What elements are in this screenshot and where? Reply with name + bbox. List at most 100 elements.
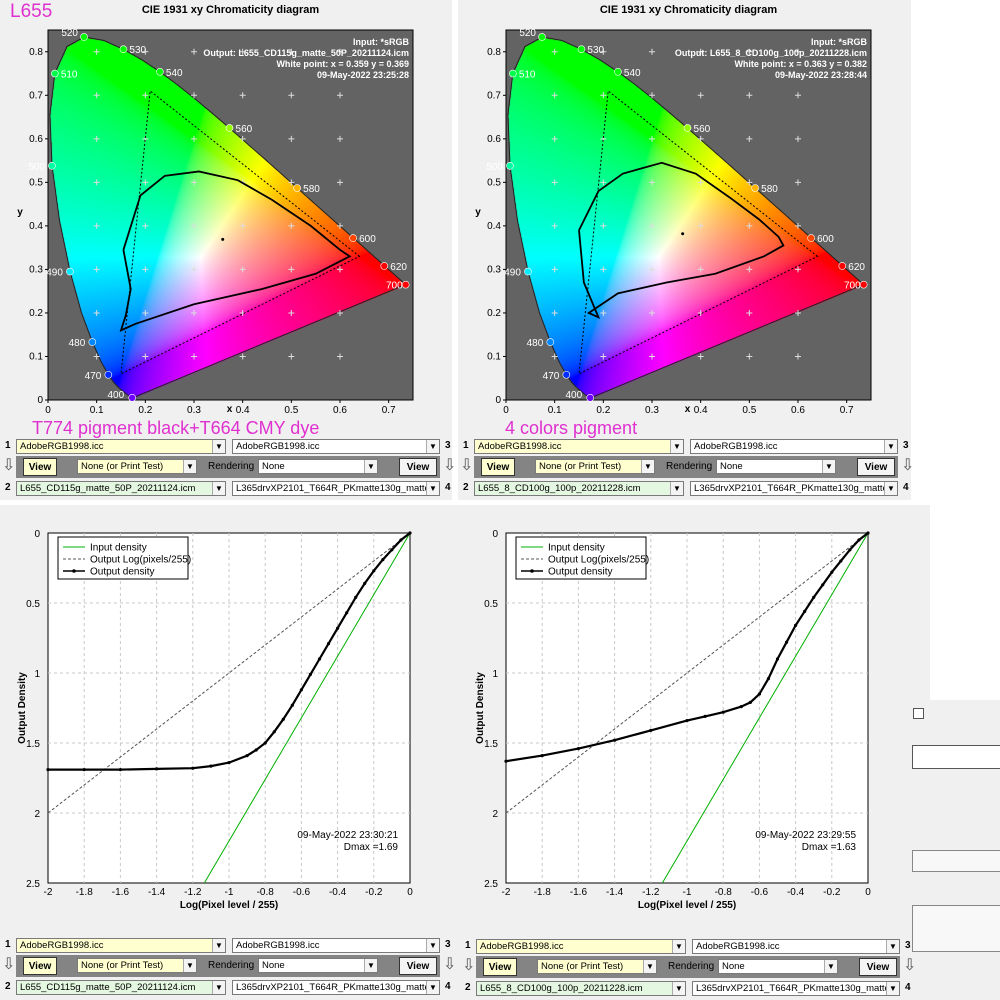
legend-label: Output Log(pixels/255) (90, 555, 191, 566)
edge-widget-3[interactable] (912, 905, 1000, 952)
chevron-down-icon: ▼ (670, 440, 683, 453)
output-density-point (848, 548, 852, 552)
mode-dropdown[interactable]: None (or Print Test) ▼ (77, 459, 197, 474)
output-profile-dropdown[interactable]: L655_8_CD100g_100p_20211228.icm ▼ (476, 981, 686, 996)
printer-profile-dropdown[interactable]: L365drvXP2101_T664R_PKmatte130g_matteH_ ▼ (692, 981, 900, 996)
view-button-2[interactable]: View (399, 458, 437, 476)
info-line: 09-May-2022 23:25:28 (317, 70, 409, 80)
edge-widget-2[interactable] (912, 850, 1000, 872)
wavelength-marker (751, 184, 759, 192)
grid-cross (239, 48, 246, 55)
slot-number-1: 1 (5, 440, 11, 451)
slot-number-2: 2 (463, 482, 469, 493)
slot-number-3: 3 (445, 939, 451, 950)
slot-number-2: 2 (465, 982, 471, 993)
view-button[interactable]: View (483, 958, 517, 976)
legend-label: Input density (548, 543, 605, 554)
wavelength-label: 530 (129, 45, 146, 56)
rendering-label: Rendering (208, 960, 255, 971)
input-profile-dropdown[interactable]: AdobeRGB1998.icc ▼ (16, 439, 226, 454)
output-density-curve (48, 532, 411, 771)
output-profile-dropdown[interactable]: L655_CD115g_matte_50P_20211124.icm ▼ (16, 481, 226, 496)
rendering-label: Rendering (666, 461, 713, 472)
printer-profile-dropdown[interactable]: L365drvXP2101_T664R_PKmatte130g_matteH_ ▼ (690, 481, 898, 496)
output-density-point (613, 738, 617, 742)
grid-cross (697, 353, 704, 360)
input-profile-dropdown[interactable]: AdobeRGB1998.icc ▼ (476, 939, 686, 954)
chevron-down-icon: ▼ (426, 939, 439, 952)
proof-profile-dropdown[interactable]: AdobeRGB1998.icc ▼ (692, 939, 900, 954)
wavelength-marker (48, 162, 56, 170)
wavelength-label: 700 (386, 281, 403, 292)
grid-cross (746, 179, 753, 186)
x-tick-label: 0 (407, 887, 413, 898)
wavelength-marker (586, 394, 594, 402)
slot-number-3: 3 (445, 440, 451, 451)
rendering-dropdown[interactable]: None ▼ (258, 958, 378, 973)
view-button[interactable]: View (23, 458, 57, 476)
view-button-2[interactable]: View (399, 957, 437, 975)
output-density-point (739, 705, 743, 709)
wavelength-label: 470 (543, 371, 560, 382)
edge-checkbox[interactable] (913, 708, 924, 719)
x-tick-label: 0.5 (284, 405, 298, 416)
grid-cross (288, 222, 295, 229)
x-tick-label: -1.2 (184, 887, 202, 898)
y-tick-label: 0.5 (29, 177, 43, 188)
view-button[interactable]: View (481, 458, 515, 476)
rendering-dropdown[interactable]: None ▼ (258, 459, 378, 474)
gamut-fill (506, 30, 871, 400)
grid-cross (93, 222, 100, 229)
proof-profile-dropdown[interactable]: AdobeRGB1998.icc ▼ (232, 938, 440, 953)
grid-cross (191, 179, 197, 186)
slot-number-1: 1 (463, 440, 469, 451)
proof-profile-dropdown[interactable]: AdobeRGB1998.icc ▼ (232, 439, 440, 454)
grid-cross (551, 92, 558, 99)
wavelength-label: 500 (486, 162, 503, 173)
grid-cross (649, 222, 655, 229)
wavelength-marker (838, 262, 847, 270)
slot-number-4: 4 (905, 982, 911, 993)
view-button-2[interactable]: View (857, 458, 895, 476)
mode-dropdown[interactable]: None (or Print Test) ▼ (535, 459, 655, 474)
wavelength-marker (66, 267, 74, 276)
x-tick-label: 0.4 (236, 405, 250, 416)
chevron-down-icon: ▼ (426, 981, 439, 994)
input-gamut-triangle (578, 89, 819, 375)
grid-cross (337, 266, 343, 273)
output-density-point (118, 768, 122, 772)
x-tick-label: -1 (683, 887, 692, 898)
output-profile-dropdown[interactable]: L655_CD115g_matte_50P_20211124.icm ▼ (16, 980, 226, 995)
input-profile-dropdown[interactable]: AdobeRGB1998.icc ▼ (16, 938, 226, 953)
output-profile-dropdown[interactable]: L655_8_CD100g_100p_20211228.icm ▼ (474, 481, 684, 496)
output-density-point (504, 759, 508, 763)
printer-profile-dropdown[interactable]: L365drvXP2101_T664R_PKmatte130g_matteH_ ▼ (232, 481, 440, 496)
grid-cross (600, 309, 607, 316)
edge-widget-1[interactable] (912, 745, 1000, 769)
x-tick-label: -1.4 (606, 887, 624, 898)
view-button-2[interactable]: View (859, 958, 897, 976)
chevron-down-icon: ▼ (884, 440, 897, 453)
y-tick-label: 0.4 (487, 221, 501, 232)
wavelength-label: 490 (46, 268, 63, 279)
wavelength-marker (119, 45, 128, 53)
output-density-point (290, 703, 294, 707)
y-tick-label: 0.6 (487, 134, 501, 145)
mode-dropdown[interactable]: None (or Print Test) ▼ (77, 958, 197, 973)
proof-profile-dropdown[interactable]: AdobeRGB1998.icc ▼ (690, 439, 898, 454)
mode-dropdown[interactable]: None (or Print Test) ▼ (537, 959, 657, 974)
printer-profile-dropdown[interactable]: L365drvXP2101_T664R_PKmatte130g_matteH_ ▼ (232, 980, 440, 995)
grid-cross (191, 266, 197, 273)
y-tick-label: 0.1 (29, 351, 43, 362)
y-tick-label: 0.5 (484, 599, 498, 610)
rendering-dropdown[interactable]: None ▼ (716, 459, 836, 474)
rendering-dropdown[interactable]: None ▼ (718, 959, 838, 974)
chevron-down-icon: ▼ (643, 960, 656, 973)
grid-cross (337, 179, 343, 186)
view-button[interactable]: View (23, 957, 57, 975)
output-density-point (263, 741, 267, 745)
output-density-point (245, 754, 249, 758)
grid-cross (142, 48, 149, 55)
input-profile-dropdown-text: AdobeRGB1998.icc (480, 941, 564, 952)
input-profile-dropdown[interactable]: AdobeRGB1998.icc ▼ (474, 439, 684, 454)
